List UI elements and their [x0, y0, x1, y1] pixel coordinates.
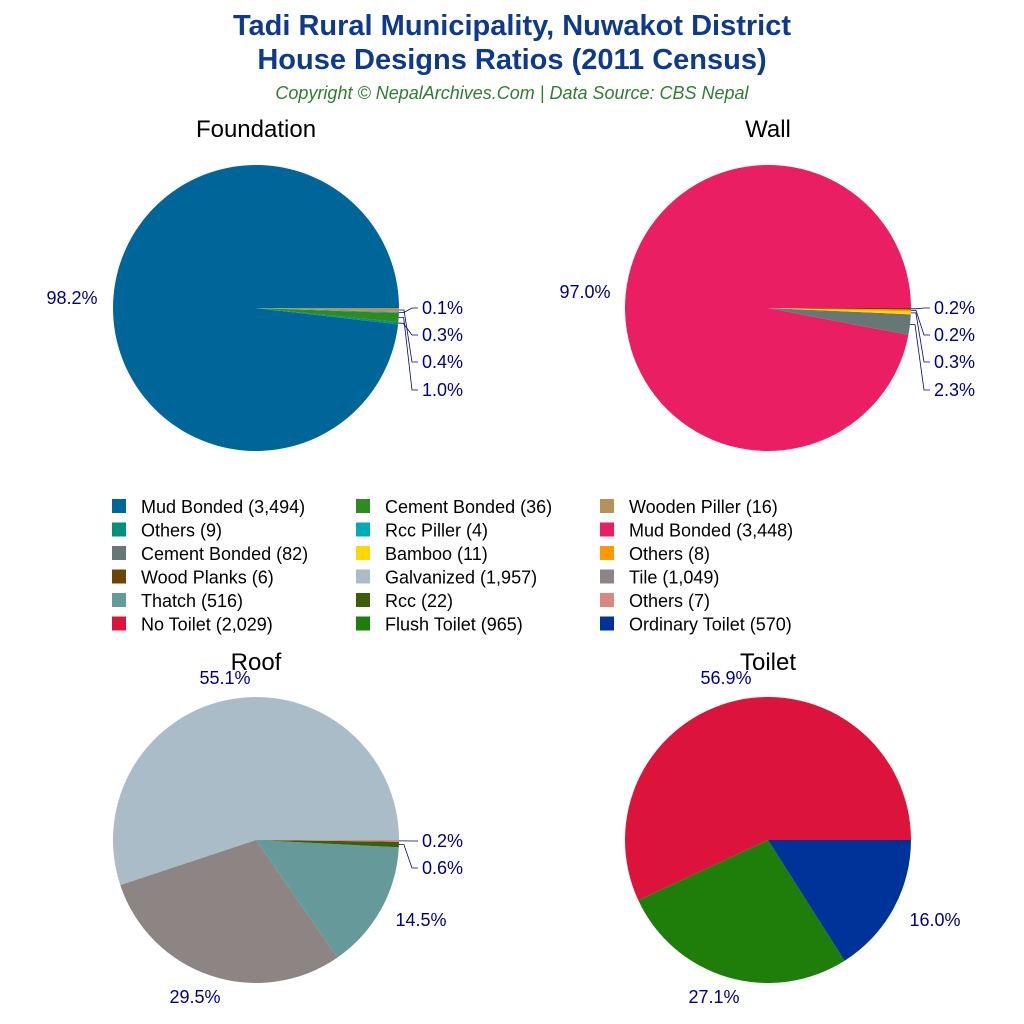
- pie-slice: [256, 840, 399, 958]
- slice-percent-label: 1.0%: [422, 380, 463, 400]
- leader-line: [399, 309, 418, 363]
- leader-line: [910, 312, 930, 363]
- slice-percent-label: 98.2%: [46, 288, 97, 308]
- legend-item: Cement Bonded (82): [141, 544, 308, 564]
- pie-slice: [256, 308, 399, 314]
- slice-percent-label: 0.2%: [934, 298, 975, 318]
- pie-slice: [768, 308, 911, 335]
- leader-line: [398, 844, 418, 869]
- legend-item: Galvanized (1,957): [385, 568, 537, 588]
- legend-swatch: [112, 616, 126, 631]
- pie-wall: Wall 97.0% 0.2% 0.2% 0.3% 2.3%: [559, 116, 975, 451]
- slice-percent-label: 2.3%: [934, 380, 975, 400]
- legend-swatch: [112, 546, 126, 560]
- leader-line: [911, 307, 930, 310]
- legend-item: Thatch (516): [141, 591, 243, 611]
- slice-percent-label: 97.0%: [559, 282, 610, 302]
- pie-slice: [768, 308, 911, 315]
- chart-title-line-2: House Designs Ratios (2011 Census): [257, 44, 766, 76]
- legend-swatch: [356, 616, 370, 631]
- legend-item: Wooden Piller (16): [629, 497, 778, 517]
- pie-slice: [638, 840, 845, 984]
- legend-item: Cement Bonded (36): [385, 497, 552, 517]
- legend: Mud Bonded (3,494) Others (9) Cement Bonde…: [112, 497, 793, 635]
- leader-line: [910, 324, 930, 391]
- pie-foundation: Foundation 98.2% 0.1% 0.3% 0.4% 1.0%: [46, 116, 463, 452]
- legend-swatch: [112, 499, 126, 513]
- legend-item: Bamboo (11): [385, 544, 488, 564]
- pie-slice: [120, 840, 338, 984]
- chart-subtitle: Copyright © NepalArchives.Com | Data Sou…: [275, 83, 749, 103]
- legend-item: Mud Bonded (3,494): [141, 497, 305, 517]
- slice-percent-label: 55.1%: [199, 668, 250, 688]
- slice-percent-label: 0.2%: [934, 325, 975, 345]
- slice-percent-label: 0.2%: [422, 831, 463, 851]
- legend-item: Tile (1,049): [629, 568, 719, 588]
- slice-percent-label: 27.1%: [688, 987, 739, 1007]
- pie-slice: [768, 308, 911, 310]
- legend-swatch: [112, 569, 126, 584]
- pie-title: Foundation: [196, 116, 316, 143]
- pie-slice: [112, 165, 399, 452]
- legend-swatch: [112, 522, 126, 537]
- slice-percent-label: 0.4%: [422, 352, 463, 372]
- pie-slice: [625, 164, 912, 451]
- pie-slice: [112, 697, 399, 886]
- legend-swatch: [356, 546, 370, 560]
- legend-swatch: [600, 569, 614, 584]
- leader-line: [911, 310, 930, 336]
- legend-swatch: [600, 499, 614, 513]
- slice-percent-label: 29.5%: [169, 987, 220, 1007]
- legend-item: Flush Toilet (965): [385, 615, 523, 635]
- pie-title: Toilet: [740, 649, 796, 676]
- pie-slice: [256, 840, 399, 848]
- slice-percent-label: 14.5%: [395, 910, 446, 930]
- legend-item: Rcc Piller (4): [385, 521, 488, 541]
- pie-title: Roof: [231, 649, 282, 676]
- leader-line: [398, 317, 418, 391]
- legend-item: Rcc (22): [385, 591, 453, 611]
- pie-slice: [768, 840, 911, 961]
- legend-swatch: [600, 546, 614, 560]
- legend-item: No Toilet (2,029): [141, 615, 273, 635]
- pie-slice: [256, 308, 399, 323]
- legend-swatch: [356, 522, 370, 537]
- legend-item: Others (9): [141, 521, 222, 541]
- slice-percent-label: 0.3%: [934, 352, 975, 372]
- slice-percent-label: 0.6%: [422, 858, 463, 878]
- legend-item: Wood Planks (6): [141, 568, 274, 588]
- leader-line: [398, 322, 418, 336]
- pie-group: Foundation 98.2% 0.1% 0.3% 0.4% 1.0% Wall 97.0%…: [46, 116, 975, 1007]
- pie-slice: [624, 697, 911, 901]
- legend-item: Others (8): [629, 544, 710, 564]
- legend-swatch: [356, 569, 370, 584]
- legend-swatch: [356, 593, 370, 607]
- leader-line: [398, 307, 418, 313]
- legend-swatch: [112, 593, 126, 607]
- slice-percent-label: 0.3%: [422, 325, 463, 345]
- legend-swatch: [600, 522, 614, 537]
- pie-slice: [768, 308, 911, 312]
- legend-swatch: [600, 593, 614, 607]
- chart-title-line-1: Tadi Rural Municipality, Nuwakot Distric…: [233, 10, 791, 42]
- legend-swatch: [600, 616, 614, 631]
- pie-slice: [256, 308, 399, 313]
- legend-item: Ordinary Toilet (570): [629, 615, 792, 635]
- slice-percent-label: 16.0%: [909, 910, 960, 930]
- legend-item: Mud Bonded (3,448): [629, 521, 793, 541]
- slice-percent-label: 0.1%: [422, 298, 463, 318]
- pie-slice: [256, 308, 399, 325]
- slice-percent-label: 56.9%: [700, 668, 751, 688]
- pie-slice: [256, 840, 399, 842]
- legend-swatch: [356, 499, 370, 513]
- legend-item: Others (7): [629, 591, 710, 611]
- pie-title: Wall: [745, 116, 791, 143]
